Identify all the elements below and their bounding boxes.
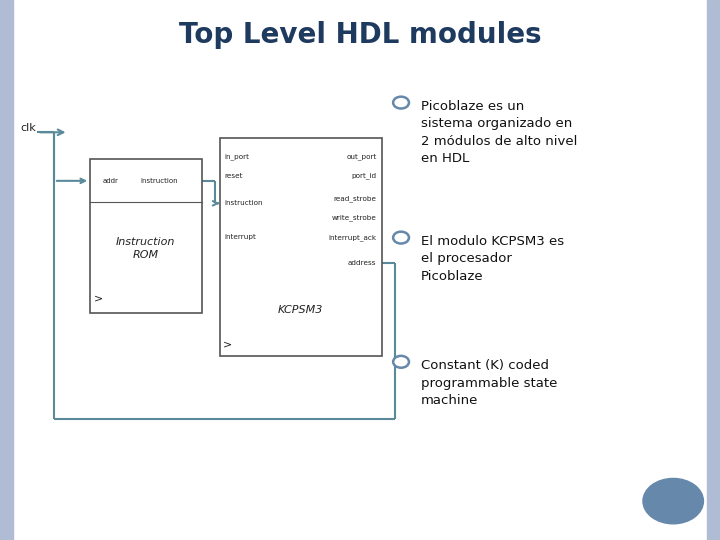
Text: addr: addr	[103, 178, 119, 184]
Text: port_id: port_id	[351, 173, 377, 179]
Text: interrupt: interrupt	[225, 234, 256, 240]
Text: >: >	[94, 293, 103, 303]
Text: KCPSM3: KCPSM3	[278, 306, 323, 315]
Text: >: >	[223, 340, 233, 349]
Text: El modulo KCPSM3 es
el procesador
Picoblaze: El modulo KCPSM3 es el procesador Picobl…	[421, 235, 564, 283]
Bar	[0, 0, 13, 540]
Text: Instruction
ROM: Instruction ROM	[116, 238, 176, 260]
Text: address: address	[348, 260, 377, 266]
Text: reset: reset	[225, 173, 243, 179]
Text: Top Level HDL modules: Top Level HDL modules	[179, 21, 541, 49]
Text: out_port: out_port	[346, 153, 377, 160]
Text: interrupt_ack: interrupt_ack	[328, 234, 377, 241]
Bar	[90, 159, 202, 313]
Text: instruction: instruction	[225, 200, 263, 206]
Text: in_port: in_port	[225, 153, 250, 160]
Text: Picoblaze es un
sistema organizado en
2 módulos de alto nivel
en HDL: Picoblaze es un sistema organizado en 2 …	[421, 100, 577, 165]
Text: read_strobe: read_strobe	[333, 195, 377, 202]
Circle shape	[643, 478, 703, 524]
Circle shape	[393, 97, 409, 109]
Circle shape	[393, 232, 409, 244]
Bar	[220, 138, 382, 356]
Circle shape	[393, 356, 409, 368]
Bar	[707, 0, 720, 540]
Text: clk: clk	[20, 123, 36, 133]
Text: write_strobe: write_strobe	[332, 214, 377, 221]
Text: instruction: instruction	[140, 178, 178, 184]
Text: Constant (K) coded
programmable state
machine: Constant (K) coded programmable state ma…	[421, 359, 557, 407]
